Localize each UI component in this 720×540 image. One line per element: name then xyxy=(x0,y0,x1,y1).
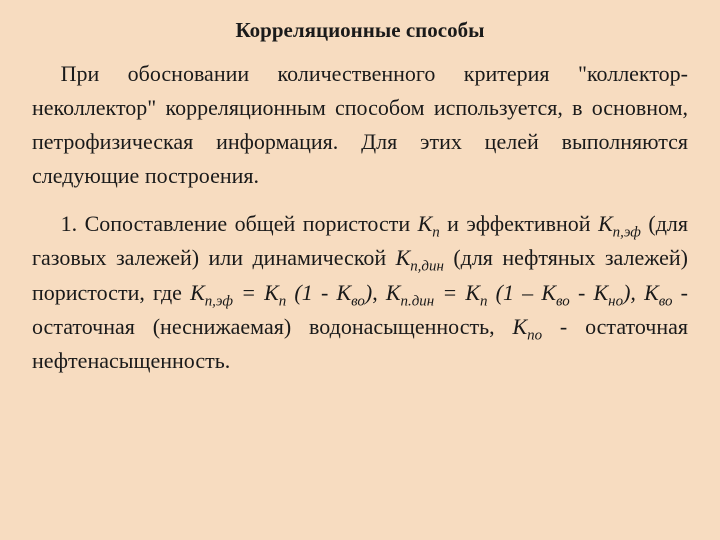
symbol-kp: К xyxy=(264,280,279,305)
symbol-kvo: К xyxy=(336,280,351,305)
subscript: п.дин xyxy=(400,293,434,309)
paragraph-item-1: 1. Сопоставление общей пористости Кп и э… xyxy=(32,207,688,377)
eq-part: - xyxy=(570,280,594,305)
eq-part: = xyxy=(233,280,264,305)
text-run: и эффективной xyxy=(440,211,598,236)
text-run: 1. Сопоставление общей пористости xyxy=(61,211,418,236)
eq-part: = xyxy=(434,280,465,305)
text-run: , xyxy=(372,280,386,305)
symbol-kvo: К xyxy=(541,280,556,305)
subscript: во xyxy=(556,293,570,309)
symbol-kvo: К xyxy=(644,280,659,305)
eq-part: (1 – xyxy=(487,280,541,305)
eq-part: (1 - xyxy=(286,280,336,305)
text-run xyxy=(636,280,644,305)
symbol-kno: К xyxy=(513,314,528,339)
subscript: но xyxy=(608,293,623,309)
document-page: Корреляционные способы При обосновании к… xyxy=(0,0,720,540)
symbol-kp: К xyxy=(418,211,433,236)
subscript: во xyxy=(659,293,673,309)
symbol-kno-lat: K xyxy=(593,280,608,305)
subscript: п xyxy=(432,225,439,241)
subscript: п,эф xyxy=(613,225,641,241)
text-run: При обосновании количественного критерия… xyxy=(32,61,688,188)
symbol-kpef: К xyxy=(598,211,613,236)
eq-part: ), xyxy=(623,280,636,305)
subscript: по xyxy=(527,327,542,343)
symbol-kpef: К xyxy=(190,280,205,305)
symbol-kp: К xyxy=(465,280,480,305)
page-title: Корреляционные способы xyxy=(32,18,688,43)
subscript: п,дин xyxy=(410,259,444,275)
symbol-kpdin: К xyxy=(396,245,411,270)
symbol-kpdin: К xyxy=(386,280,401,305)
subscript: во xyxy=(351,293,365,309)
subscript: п,эф xyxy=(205,293,233,309)
paragraph-intro: При обосновании количественного критерия… xyxy=(32,57,688,193)
